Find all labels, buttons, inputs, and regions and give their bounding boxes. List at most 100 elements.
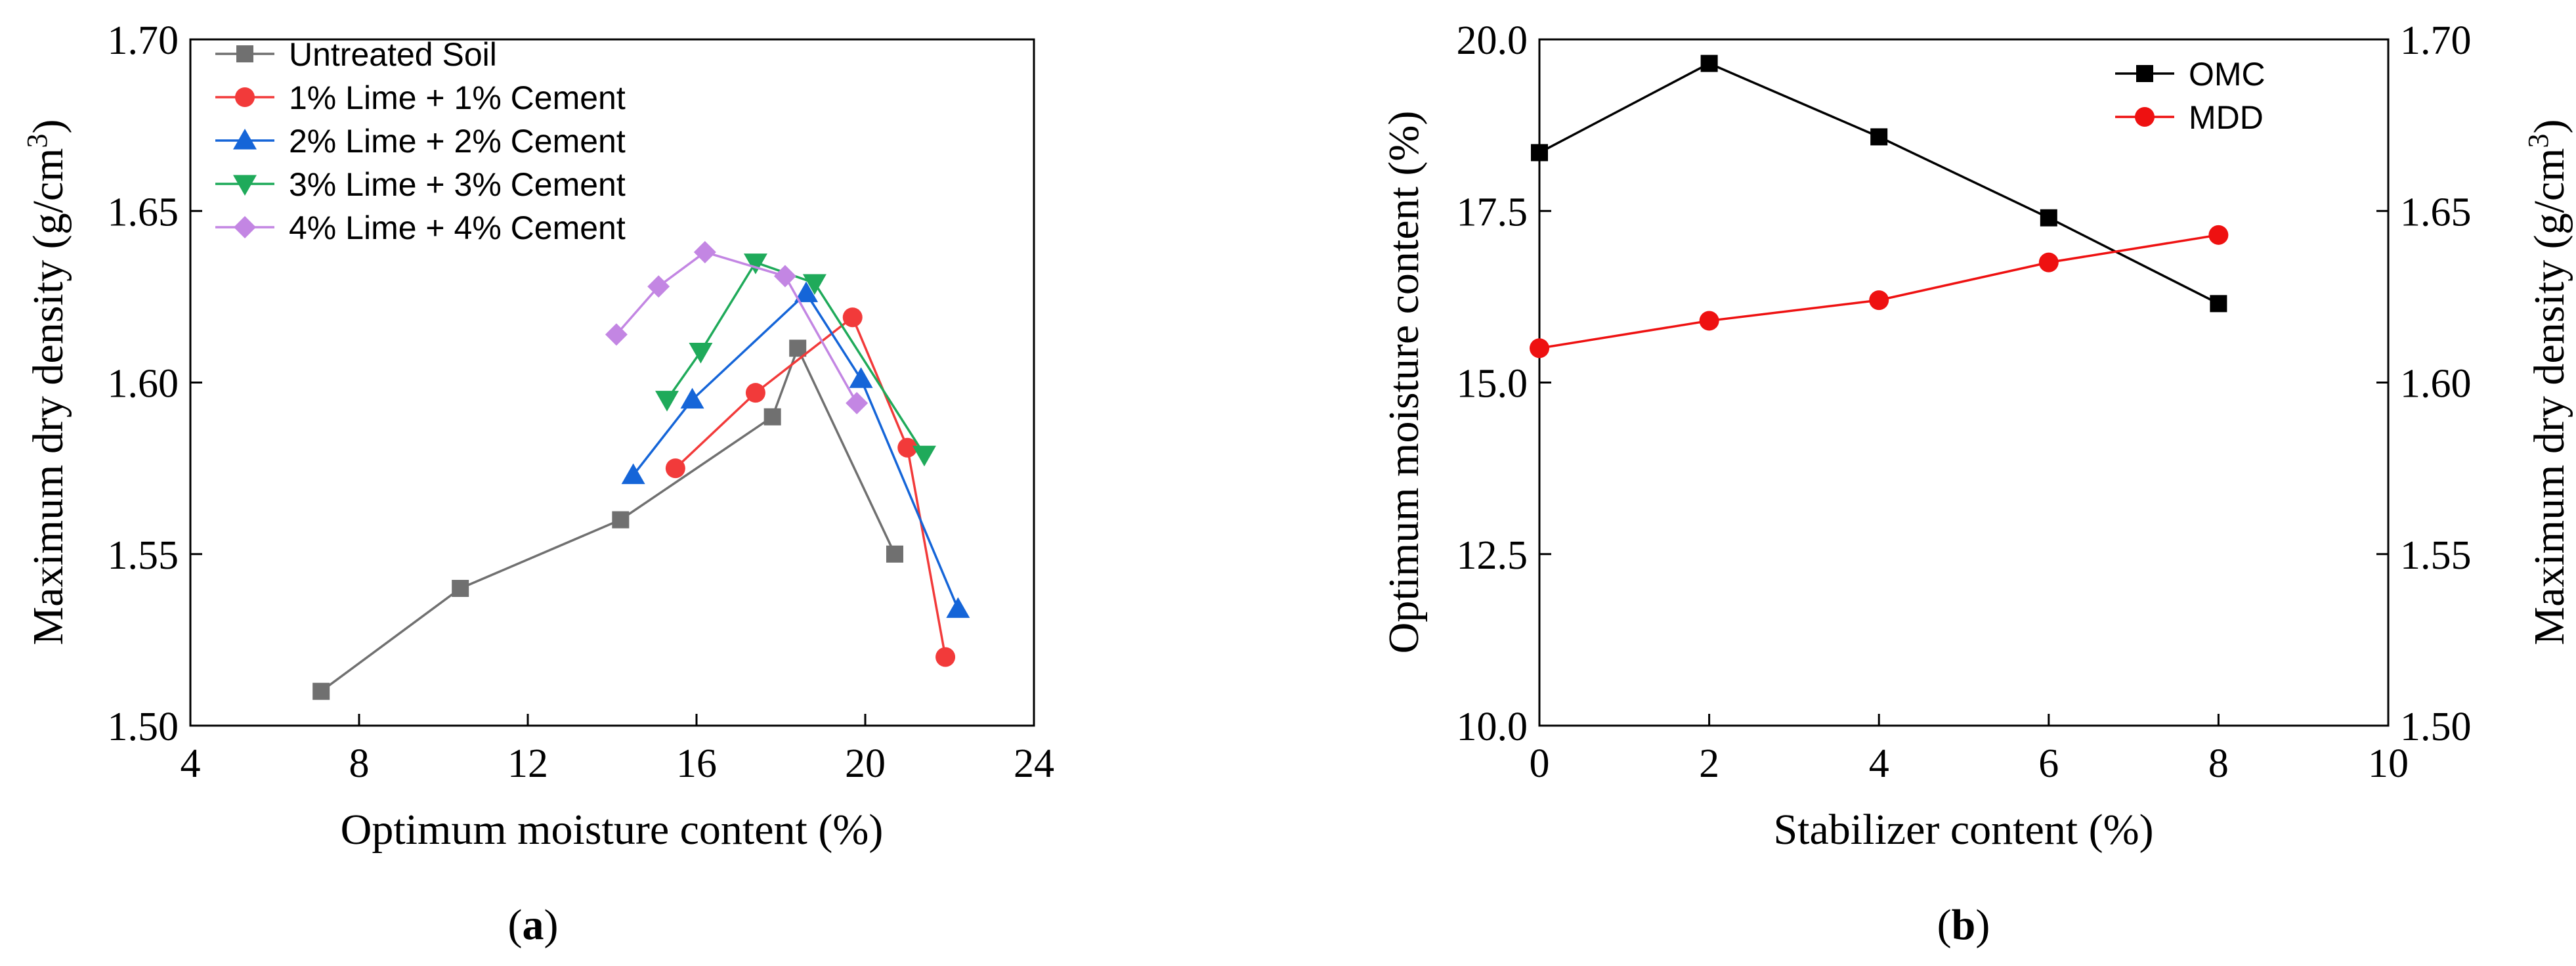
panel-b-right-y-label-text: Maximum dry density <box>2525 260 2573 646</box>
panel-b-caption: (b) <box>1937 901 1990 949</box>
panel-a-y-axis-label: Maximum dry density (g/cm3) <box>21 119 72 645</box>
panel-a-legend-label: 4% Lime + 4% Cement <box>289 209 626 246</box>
panel-a-data-point <box>665 458 685 479</box>
panel-a-legend-label: Untreated Soil <box>289 36 497 73</box>
panel-b-right-y-label-unit: (g/cm <box>2525 148 2573 249</box>
panel-b-x-tick-label: 4 <box>1869 741 1889 786</box>
panel-a-data-point <box>946 597 970 618</box>
panel-b-right-y-tick-label: 1.65 <box>2400 190 2472 234</box>
panel-a-data-point <box>612 511 630 529</box>
panel-a-x-ticks: 4 8 12 16 20 24 <box>181 714 1054 786</box>
panel-a-series-2 <box>665 307 956 667</box>
panel-a-series-line <box>666 261 926 456</box>
panel-a-data-point <box>743 253 767 274</box>
panel-a-y-label-unit-superscript: 3 <box>21 133 53 148</box>
panel-a-data-point <box>312 682 330 700</box>
panel-b-right-y-label-unit-superscript: 3 <box>2522 133 2554 148</box>
panel-a-legend-item: 2% Lime + 2% Cement <box>215 123 626 160</box>
panel-b-legend-label: OMC <box>2189 56 2265 93</box>
panel-a-legend-marker <box>233 129 257 150</box>
panel-b-plot-frame <box>1538 38 2390 727</box>
panel-a-data-point <box>846 391 869 414</box>
panel-b-left-y-tick-label: 10.0 <box>1457 705 1528 749</box>
panel-b-x-tick-label: 10 <box>2368 741 2409 786</box>
panel-b-data-point <box>1869 290 1889 311</box>
panel-a-y-ticks: 1.50 1.55 1.60 1.65 1.70 <box>108 18 202 749</box>
panel-a-data-point <box>773 265 796 288</box>
panel-a-y-tick-label: 1.70 <box>108 18 179 63</box>
panel-b-legend-marker <box>2135 107 2155 127</box>
panel-b-chart: 10.0 12.5 15.0 17.5 20.0 1.50 1.55 1.60 1.65 1.7… <box>1380 18 2573 949</box>
panel-a-y-label-space <box>24 249 72 260</box>
panel-b-right-y-label-space <box>2525 249 2573 260</box>
panel-a-x-tick-label: 20 <box>845 741 886 786</box>
panel-b-caption-close: ) <box>1975 901 1990 949</box>
panel-a-data-point <box>680 387 704 409</box>
panel-b-caption-open: ( <box>1937 901 1952 949</box>
panel-b-data-point <box>2208 225 2229 245</box>
panel-b-x-tick-label: 2 <box>1699 741 1719 786</box>
panel-a-y-tick-label: 1.55 <box>108 533 179 578</box>
panel-a-x-tick-label: 24 <box>1014 741 1054 786</box>
panel-b-right-y-tick-label: 1.70 <box>2400 18 2472 63</box>
panel-a-legend-label: 3% Lime + 3% Cement <box>289 166 626 203</box>
panel-b-data-point <box>1530 338 1549 359</box>
panel-a-data-point <box>693 240 716 263</box>
panel-a-series-1 <box>312 340 903 700</box>
panel-b-data-point <box>1700 55 1718 72</box>
panel-b-x-tick-label: 8 <box>2208 741 2229 786</box>
panel-b-right-y-tick-label: 1.60 <box>2400 362 2472 406</box>
panel-a-legend-marker <box>234 216 256 238</box>
panel-a-legend-label: 1% Lime + 1% Cement <box>289 79 626 116</box>
panel-a-data-point <box>452 580 469 597</box>
panel-a-legend-marker <box>233 175 257 196</box>
panel-a-data-point <box>935 647 956 667</box>
panel-b-legend-item: MDD <box>2115 99 2264 136</box>
panel-a-x-tick-label: 4 <box>181 741 201 786</box>
panel-a-legend-item: 3% Lime + 3% Cement <box>215 166 626 203</box>
panel-a-data-point <box>655 391 679 412</box>
panel-a-x-tick-label: 12 <box>507 741 548 786</box>
panel-a-y-tick-label: 1.60 <box>108 362 179 406</box>
panel-b-series-omc <box>1531 55 2227 313</box>
panel-a-legend-item: 4% Lime + 4% Cement <box>215 209 626 246</box>
panel-b-left-y-tick-label: 12.5 <box>1457 533 1528 578</box>
panel-b-data-point <box>1531 144 1548 162</box>
panel-b-left-y-tick-label: 17.5 <box>1457 190 1528 234</box>
panel-a-legend-marker <box>236 45 253 62</box>
panel-a-caption-letter: a <box>523 901 544 949</box>
panel-a-data-point <box>745 383 765 403</box>
panel-a-legend-item: Untreated Soil <box>215 36 497 73</box>
panel-b-data-point <box>2210 295 2227 313</box>
panel-a-y-label-text: Maximum dry density <box>24 260 72 646</box>
panel-b-x-tick-label: 0 <box>1530 741 1550 786</box>
panel-a-data-point <box>621 463 645 485</box>
panel-b-left-y-ticks: 10.0 12.5 15.0 17.5 20.0 <box>1457 18 1551 749</box>
panel-a-data-point <box>897 437 918 458</box>
panel-a-series-line <box>674 315 947 657</box>
panel-a-x-tick-label: 8 <box>349 741 370 786</box>
panel-a-x-tick-label: 16 <box>676 741 717 786</box>
panel-a-series-5 <box>605 240 869 414</box>
panel-b-right-y-tick-label: 1.50 <box>2400 705 2472 749</box>
panel-a-data-point <box>886 545 903 563</box>
panel-a-legend-marker <box>235 87 255 107</box>
panel-a-series-3 <box>621 281 970 618</box>
panel-b-data-point <box>2038 252 2059 273</box>
panel-b-left-y-axis-label: Optimum moisture content (%) <box>1380 111 1428 654</box>
panel-a-y-tick-label: 1.50 <box>108 705 179 749</box>
panel-b-series-mdd <box>1530 225 2229 359</box>
panel-a-y-label-unit: (g/cm <box>24 148 72 249</box>
panel-b-data-point <box>1870 128 1888 146</box>
panel-a-data-point <box>789 340 807 357</box>
panel-a-data-point <box>849 367 873 388</box>
panel-a-y-tick-label: 1.65 <box>108 190 179 234</box>
panel-a-y-label-unit-close: ) <box>24 119 72 133</box>
panel-b-right-y-axis-label: Maximum dry density (g/cm3) <box>2522 119 2573 645</box>
panel-b-right-y-tick-label: 1.55 <box>2400 533 2472 578</box>
panel-b-legend-item: OMC <box>2115 56 2265 93</box>
panel-b-left-y-tick-label: 20.0 <box>1457 18 1528 63</box>
panel-b-data-point <box>1699 311 1719 331</box>
panel-a-chart: 1.50 1.55 1.60 1.65 1.70 4 8 12 16 20 24 Untreate… <box>21 18 1054 949</box>
